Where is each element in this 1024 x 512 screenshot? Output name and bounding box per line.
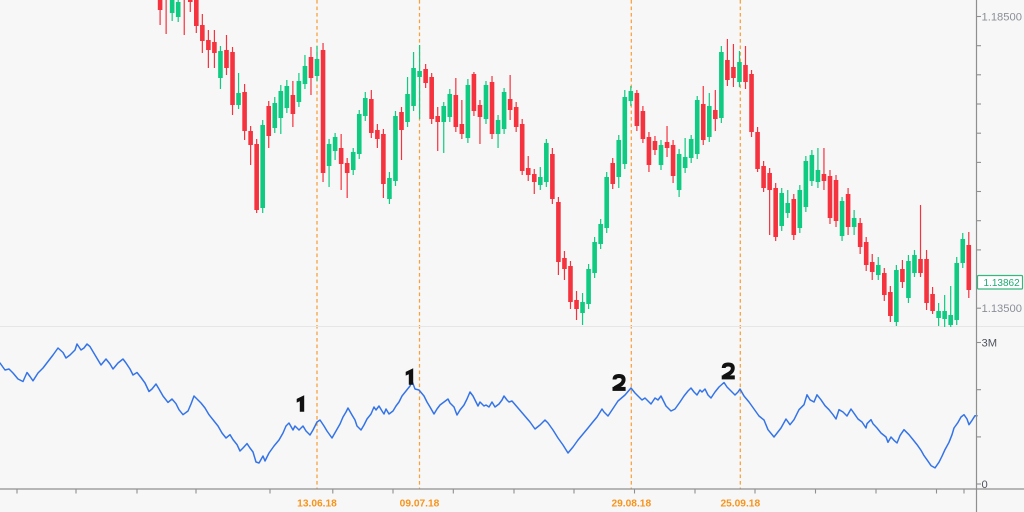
svg-text:0: 0	[982, 479, 988, 491]
svg-text:1.18500: 1.18500	[982, 11, 1022, 23]
svg-text:13.06.18: 13.06.18	[297, 499, 337, 510]
svg-text:09.07.18: 09.07.18	[400, 499, 440, 510]
svg-text:3M: 3M	[982, 337, 998, 349]
svg-text:1.13862: 1.13862	[984, 278, 1021, 289]
svg-text:1.13500: 1.13500	[982, 303, 1022, 315]
svg-text:25.09.18: 25.09.18	[720, 499, 760, 510]
svg-text:29.08.18: 29.08.18	[611, 499, 651, 510]
